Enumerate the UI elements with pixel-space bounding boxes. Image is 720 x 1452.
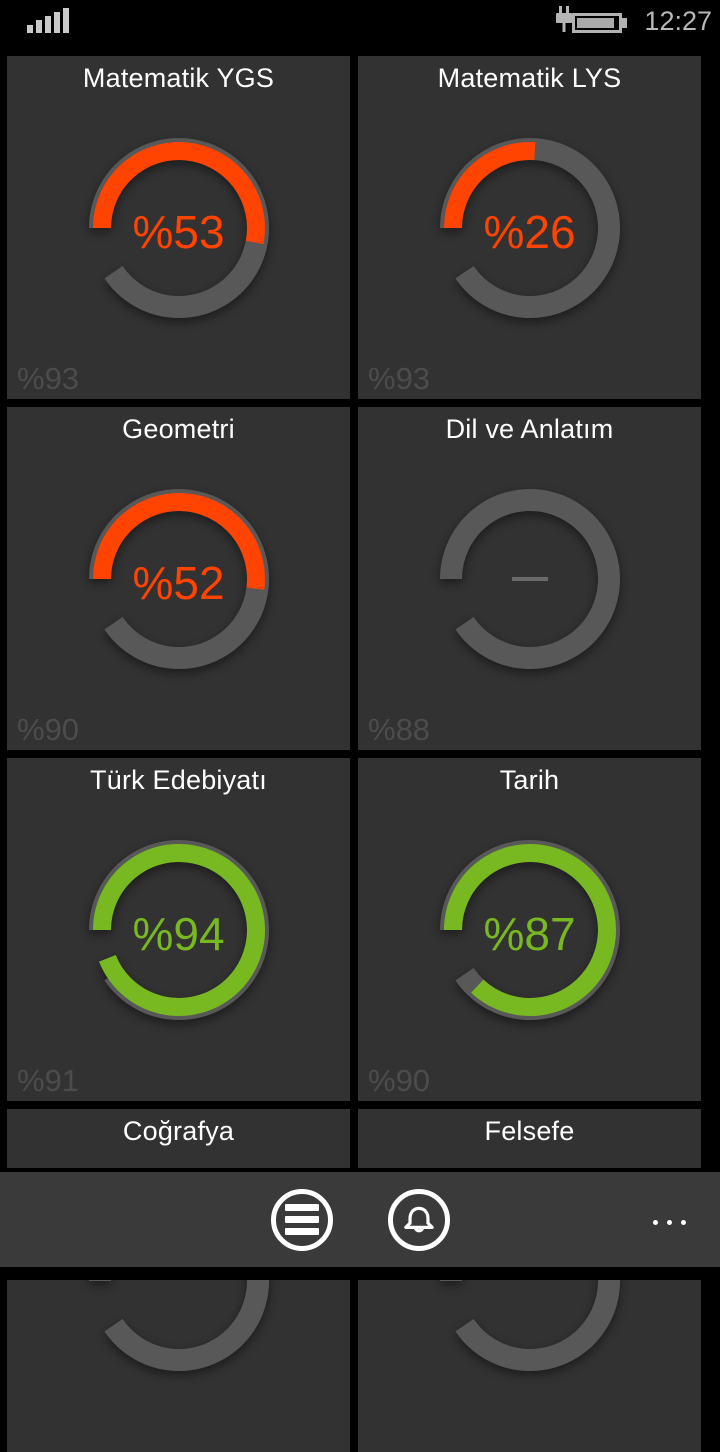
battery-charging-icon bbox=[556, 6, 628, 33]
tile-footer-label: %93 bbox=[17, 361, 80, 396]
tile-footer-label: %90 bbox=[368, 1063, 431, 1098]
bell-icon bbox=[403, 1206, 434, 1232]
gauge-center-label: %52 bbox=[132, 556, 225, 609]
ellipsis-dot bbox=[681, 1220, 686, 1225]
status-bar: 12:27 bbox=[0, 0, 720, 42]
gauge-center-label: %53 bbox=[132, 205, 225, 258]
gauge-center-label: %87 bbox=[483, 907, 576, 960]
subject-tile[interactable]: Geometri %52 %90 bbox=[7, 407, 350, 750]
gauge-center-label: %26 bbox=[483, 205, 576, 258]
tile-title: Geometri bbox=[122, 414, 235, 444]
signal-strength-icon bbox=[27, 8, 69, 33]
gauge-track-arc bbox=[439, 488, 620, 669]
subject-tile[interactable]: Matematik LYS %26 %93 bbox=[358, 56, 701, 399]
tile-title: Coğrafya bbox=[122, 1116, 235, 1146]
tile-footer-label: %93 bbox=[368, 361, 431, 396]
tile-title: Tarih bbox=[499, 765, 560, 795]
tile-title: Matematik YGS bbox=[82, 63, 275, 93]
gauge-value-arc bbox=[92, 492, 265, 590]
menu-button[interactable] bbox=[270, 1188, 333, 1251]
clock-time: 12:27 bbox=[644, 6, 712, 36]
subject-tile[interactable]: Tarih %87 %90 bbox=[358, 758, 701, 1101]
app-bar bbox=[0, 1168, 720, 1267]
gauge-ring bbox=[439, 839, 620, 1020]
gauge-empty-dash bbox=[511, 576, 548, 581]
gauge-value-arc bbox=[443, 141, 535, 228]
gauge-ring bbox=[88, 839, 269, 1020]
bottom-strip bbox=[0, 1267, 720, 1280]
gauge-center-label: %94 bbox=[132, 907, 225, 960]
ellipsis-dot bbox=[667, 1220, 672, 1225]
tile-title: Türk Edebiyatı bbox=[90, 765, 267, 795]
gauge-ring bbox=[439, 137, 620, 318]
tile-footer-label: %91 bbox=[17, 1063, 80, 1098]
subject-tile[interactable]: Türk Edebiyatı %94 %91 bbox=[7, 758, 350, 1101]
subject-tile[interactable]: Dil ve Anlatım %88 bbox=[358, 407, 701, 750]
subject-tile[interactable]: Coğrafya bbox=[7, 1109, 350, 1452]
gauge-value-arc bbox=[92, 141, 265, 244]
more-button[interactable] bbox=[649, 1216, 690, 1229]
menu-lines-icon bbox=[284, 1204, 319, 1235]
subject-tile[interactable]: Matematik YGS %53 %93 bbox=[7, 56, 350, 399]
gauge-ring bbox=[88, 488, 269, 669]
gauge-ring bbox=[439, 488, 620, 669]
tile-footer-label: %88 bbox=[368, 712, 431, 747]
notifications-button[interactable] bbox=[387, 1188, 450, 1251]
tile-footer-label: %90 bbox=[17, 712, 80, 747]
ellipsis-dot bbox=[653, 1220, 658, 1225]
tile-title: Matematik LYS bbox=[437, 63, 622, 93]
gauge-value-arc bbox=[443, 843, 616, 1016]
gauge-value-arc bbox=[92, 843, 265, 1016]
gauge-ring bbox=[88, 137, 269, 318]
subject-tile[interactable]: Felsefe bbox=[358, 1109, 701, 1452]
tile-title: Felsefe bbox=[484, 1116, 575, 1146]
tile-title: Dil ve Anlatım bbox=[445, 414, 614, 444]
